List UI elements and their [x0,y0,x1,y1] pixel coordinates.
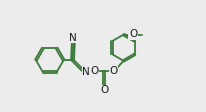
Text: N: N [69,33,77,43]
Text: N: N [82,67,90,77]
Text: O: O [109,66,117,76]
Text: O: O [129,29,137,39]
Text: O: O [100,85,108,95]
Text: O: O [90,66,98,76]
